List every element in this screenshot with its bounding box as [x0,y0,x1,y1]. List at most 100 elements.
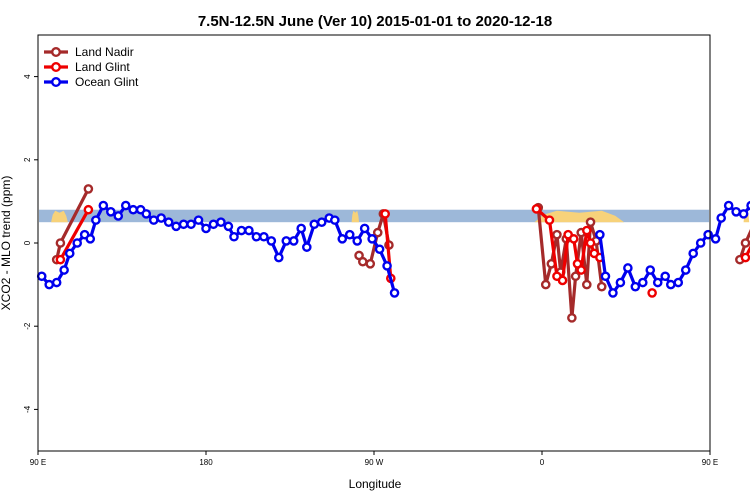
ocean-glint-point-66 [710,234,721,244]
ocean-glint-point-30 [251,231,262,242]
ocean-glint-point-31 [259,231,269,242]
ocean-glint-point-23 [201,223,211,234]
ocean-glint-point-7 [85,234,96,244]
legend-label-land-nadir: Land Nadir [75,45,134,59]
ocean-glint-point-10 [106,206,116,217]
legend-marker-ocean-glint [51,76,62,87]
chart-title: 7.5N-12.5N June (Ver 10) 2015-01-01 to 2… [198,13,552,30]
ocean-glint-point-46 [367,234,377,244]
plot-area [36,184,750,323]
ocean-glint-point-5 [72,238,82,248]
ocean-glint-point-27 [229,231,239,242]
ocean-glint-point-53 [615,277,626,288]
land-glint-point-17 [740,252,750,263]
ocean-glint-point-65 [703,229,713,240]
ocean-glint-point-2 [51,277,62,288]
y-tick-label-2: 0 [23,240,32,245]
land-glint-point-16 [647,288,657,298]
y-tick-label-1: -2 [23,322,32,330]
ocean-glint-point-16 [148,215,159,225]
legend-label-land-glint: Land Glint [75,60,130,74]
ocean-glint-point-9 [98,200,109,211]
ocean-glint-point-59 [660,271,671,282]
x-tick-label-3: 0 [540,458,545,467]
y-axis: -4 -2 0 2 4 [23,74,38,413]
land-nadir-point-6 [372,227,383,238]
land-glint-point-12 [582,225,592,236]
x-tick-label-4: 90 E [702,458,718,467]
ocean-glint-point-38 [309,219,320,230]
legend-label-ocean-glint: Ocean Glint [75,75,139,89]
ocean-glint-point-56 [638,277,648,288]
ocean-glint-point-58 [652,277,663,288]
ocean-glint-point-28 [236,225,247,236]
ocean-glint-point-60 [666,279,676,290]
ocean-glint-point-44 [352,236,363,246]
ocean-glint-point-33 [273,252,284,263]
land-glint-point-9 [568,234,579,244]
land-nadir-point-16 [570,271,581,282]
ocean-glint-point-15 [141,209,152,219]
ocean-glint-point-41 [329,215,340,225]
ocean-glint-point-32 [266,236,277,246]
ocean-glint-point-21 [186,219,196,230]
ocean-glint-point-47 [374,244,385,255]
land-nadir-point-10 [540,279,551,290]
y-tick-label-0: -4 [23,405,32,413]
x-tick-label-0: 90 E [30,458,46,467]
ocean-glint-point-8 [91,215,101,225]
land-nadir-point-12 [552,229,562,240]
land-nadir-point-18 [582,279,592,290]
ocean-glint-point-42 [337,234,348,244]
ocean-glint-point-67 [716,213,727,223]
ocean-glint-point-26 [223,221,234,232]
ocean-glint-point-49 [389,288,400,298]
land-nadir-point-1 [55,238,66,248]
ocean-glint-point-19 [171,221,181,232]
land-glint-point-13 [585,238,596,248]
ocean-glint-point-57 [645,265,656,275]
ocean-glint-point-37 [301,242,312,252]
land-glint-point-1 [83,204,94,215]
ocean-glint-point-25 [216,217,226,227]
land-area-1 [351,210,360,223]
ocean-glint-point-22 [193,215,204,225]
land-area-0 [51,210,68,223]
ocean-glint-point-68 [723,200,734,211]
ocean-glint-point-35 [288,236,299,246]
ocean-glint-point-64 [695,238,706,248]
legend-marker-land-nadir [51,47,62,58]
ocean-glint-point-17 [156,213,166,223]
ocean-glint-point-51 [600,271,611,282]
ocean-glint-point-45 [359,223,370,234]
x-axis-label: Longitude [349,477,402,491]
legend-marker-land-glint [51,62,62,73]
ocean-glint-point-34 [281,236,292,246]
ocean-glint-point-3 [59,265,69,275]
x-axis: 90 E 180 90 W 0 90 E [30,451,718,467]
ocean-glint-point-48 [382,261,392,271]
land-nadir-point-23 [740,238,750,248]
ocean-glint-point-70 [738,209,749,219]
land-glint-point-2 [380,209,391,219]
ocean-glint-point-54 [623,263,633,273]
ocean-glint-point-29 [244,225,254,236]
land-glint-point-0 [55,254,66,265]
ocean-glint-point-69 [731,206,741,217]
y-tick-label-3: 2 [23,157,32,162]
ocean-glint-point-61 [673,277,684,288]
land-nadir-point-4 [357,256,368,267]
ocean-glint-point-18 [163,217,174,227]
y-axis-label: XCO2 - MLO trend (ppm) [0,176,13,311]
ocean-glint-point-13 [128,204,138,215]
ocean-glint-point-20 [178,219,189,230]
land-glint-point-11 [576,265,587,275]
land-glint-point-5 [544,215,555,225]
land-glint-line-0 [59,208,90,261]
ocean-glint-point-24 [208,219,219,230]
ocean-glint-point-4 [64,248,75,259]
ocean-glint-point-12 [120,200,131,211]
land-glint-point-4 [531,204,542,214]
